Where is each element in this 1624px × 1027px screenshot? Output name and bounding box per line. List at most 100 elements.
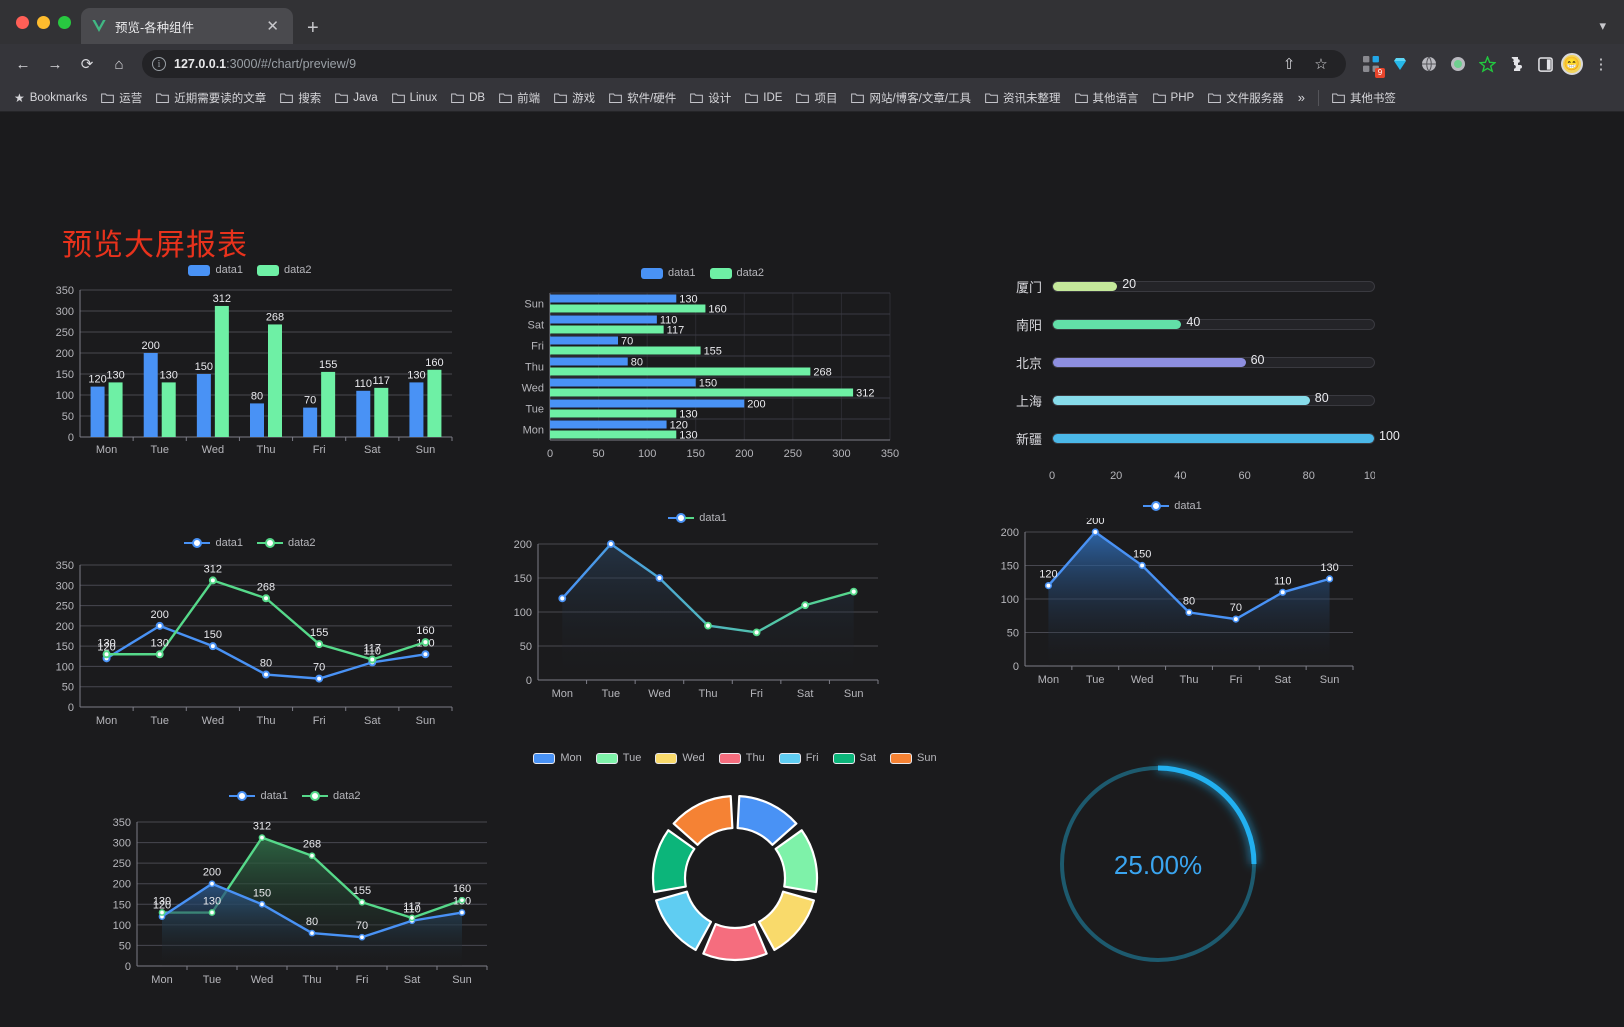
- bookmark-folder[interactable]: 软件/硬件: [603, 87, 682, 109]
- grid-extension-icon[interactable]: 9: [1358, 51, 1385, 78]
- svg-text:60: 60: [1238, 470, 1250, 482]
- chart-legend: data1 data2: [40, 264, 460, 276]
- progress-bar-value: 80: [1314, 390, 1329, 405]
- svg-text:130: 130: [97, 637, 115, 649]
- legend-item-data2[interactable]: data2: [257, 264, 312, 276]
- bookmarks-divider: [1317, 89, 1319, 106]
- legend-item-data1[interactable]: data1: [229, 790, 288, 802]
- globe-extension-icon[interactable]: [1416, 51, 1442, 77]
- minimize-window-button[interactable]: [37, 15, 50, 29]
- svg-text:80: 80: [631, 357, 643, 369]
- bookmark-folder-label: 设计: [708, 92, 732, 105]
- svg-text:250: 250: [784, 448, 802, 460]
- bookmark-folder[interactable]: 网站/博客/文章/工具: [845, 87, 977, 109]
- legend-label: Tue: [622, 752, 642, 764]
- svg-text:150: 150: [56, 369, 74, 381]
- legend-item-data1[interactable]: data1: [640, 267, 696, 279]
- back-arrow-icon[interactable]: ←: [15, 55, 31, 73]
- circle-extension-icon[interactable]: [1445, 51, 1471, 77]
- svg-text:130: 130: [407, 369, 425, 381]
- diamond-extension-icon[interactable]: [1387, 51, 1413, 77]
- three-dot-menu-icon[interactable]: ⋮: [1593, 56, 1609, 73]
- close-window-button[interactable]: [16, 15, 29, 29]
- legend-item-data2[interactable]: data2: [709, 267, 764, 279]
- bookmark-folder[interactable]: 前端: [493, 87, 546, 109]
- legend-item-data1[interactable]: data1: [1143, 500, 1202, 512]
- bookmark-folder-label: 项目: [814, 92, 838, 105]
- tab-title: 预览-各种组件: [115, 20, 195, 35]
- browser-tab[interactable]: 预览-各种组件 ✕: [81, 8, 293, 44]
- bookmark-root[interactable]: ★ Bookmarks: [8, 88, 93, 108]
- progress-bar-value: 60: [1250, 352, 1265, 367]
- bookmark-folder[interactable]: 项目: [790, 87, 843, 109]
- svg-text:350: 350: [113, 817, 131, 829]
- chevron-down-icon[interactable]: ▾: [1599, 18, 1606, 33]
- svg-text:Wed: Wed: [522, 383, 544, 395]
- bookmark-folder[interactable]: 运营: [95, 87, 148, 109]
- star-icon[interactable]: ☆: [1314, 56, 1328, 73]
- legend-item-sat[interactable]: Sat: [832, 752, 876, 764]
- legend-item-fri[interactable]: Fri: [778, 752, 819, 764]
- svg-text:50: 50: [62, 411, 74, 423]
- forward-arrow-icon[interactable]: →: [47, 55, 63, 73]
- new-tab-button[interactable]: +: [307, 17, 319, 39]
- legend-item-tue[interactable]: Tue: [595, 752, 642, 764]
- address-bar[interactable]: i 127.0.0.1:3000/#/chart/preview/9 ⇧ ☆: [142, 50, 1346, 78]
- svg-text:Tue: Tue: [203, 974, 222, 986]
- bookmark-folder[interactable]: 文件服务器: [1202, 87, 1290, 109]
- reload-icon[interactable]: ⟳: [80, 56, 94, 73]
- bookmark-folder[interactable]: DB: [445, 89, 491, 107]
- home-icon[interactable]: ⌂: [114, 55, 124, 73]
- legend-line-icon: [302, 791, 328, 801]
- svg-text:Sun: Sun: [844, 688, 864, 700]
- bookmarks-overflow-button[interactable]: »: [1297, 90, 1305, 105]
- bookmark-folder[interactable]: 设计: [684, 87, 737, 109]
- profile-avatar-icon[interactable]: 😁: [1561, 53, 1583, 75]
- bookmark-folder[interactable]: 其他语言: [1069, 87, 1145, 109]
- bookmark-folders: 运营 近期需要读的文章 搜索 Java Linux DB 前端 游戏 软件/硬件 设计 IDE 项目 网…: [95, 87, 1289, 109]
- svg-text:Wed: Wed: [202, 444, 224, 456]
- area-chart-dual: data1 data2 0 50 100 150 200 250 300 350 Mon Tue W…: [95, 790, 495, 1007]
- bookmark-folder[interactable]: 游戏: [548, 87, 601, 109]
- bookmark-other[interactable]: 其他书签: [1326, 87, 1402, 109]
- legend-item-data2[interactable]: data2: [302, 790, 361, 802]
- bookmark-folder[interactable]: 搜索: [274, 87, 327, 109]
- star-green-extension-icon[interactable]: [1474, 51, 1500, 77]
- legend-item-data1[interactable]: data1: [668, 512, 727, 524]
- svg-text:130: 130: [679, 430, 697, 442]
- bookmark-folder[interactable]: PHP: [1147, 89, 1201, 107]
- legend-item-thu[interactable]: Thu: [718, 752, 765, 764]
- close-icon[interactable]: ✕: [266, 17, 279, 35]
- progress-bar-label: 新疆: [1015, 431, 1042, 447]
- window-controls[interactable]: [12, 0, 81, 44]
- bookmark-folder[interactable]: Linux: [386, 89, 444, 107]
- site-info-icon[interactable]: i: [152, 57, 166, 71]
- bookmark-folder[interactable]: 资讯未整理: [979, 87, 1067, 109]
- legend-item-data1[interactable]: data1: [184, 537, 243, 549]
- svg-text:Sat: Sat: [797, 688, 814, 700]
- legend-item-mon[interactable]: Mon: [533, 752, 582, 764]
- svg-text:312: 312: [204, 563, 222, 575]
- svg-text:70: 70: [621, 336, 633, 348]
- legend-item-data2[interactable]: data2: [257, 537, 316, 549]
- puzzle-extensions-icon[interactable]: [1503, 51, 1529, 77]
- bookmark-folder[interactable]: Java: [329, 89, 383, 107]
- svg-text:Thu: Thu: [257, 444, 276, 456]
- share-icon[interactable]: ⇧: [1282, 56, 1296, 73]
- area-chart-single: data1 0 50 100 150 200 Mon Tue Wed Thu Fri Sat Sun 1…: [985, 500, 1360, 708]
- svg-text:120: 120: [153, 900, 171, 912]
- maximize-window-button[interactable]: [58, 15, 71, 29]
- svg-text:268: 268: [257, 581, 275, 593]
- svg-text:Thu: Thu: [525, 362, 544, 374]
- svg-text:130: 130: [151, 637, 169, 649]
- svg-text:Thu: Thu: [303, 974, 322, 986]
- legend-item-data1[interactable]: data1: [188, 264, 243, 276]
- legend-item-wed[interactable]: Wed: [655, 752, 705, 764]
- sidepanel-icon[interactable]: [1532, 51, 1558, 77]
- folder-icon: [1208, 93, 1222, 103]
- bookmark-folder[interactable]: IDE: [739, 89, 788, 107]
- bookmark-folder[interactable]: 近期需要读的文章: [150, 87, 272, 109]
- bookmark-folder-label: 资讯未整理: [1003, 92, 1061, 105]
- svg-text:150: 150: [253, 887, 271, 899]
- legend-item-sun[interactable]: Sun: [890, 752, 937, 764]
